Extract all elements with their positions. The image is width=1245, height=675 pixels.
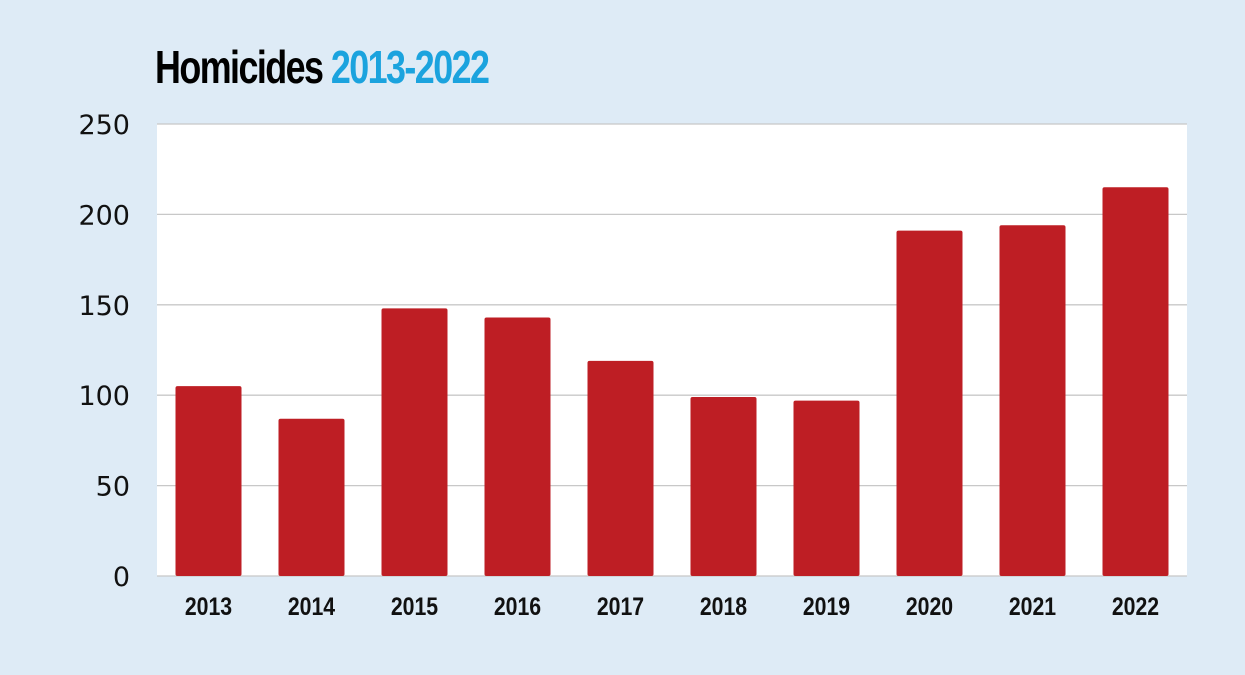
x-tick-label: 2017: [597, 592, 644, 620]
bar-2017: [587, 360, 654, 576]
bar-2013: [175, 386, 242, 576]
chart-title-years: 2013-2022: [330, 41, 490, 93]
bar-2016: [484, 317, 551, 576]
y-tick-label: 250: [78, 110, 130, 141]
x-tick-label: 2014: [288, 592, 335, 620]
x-tick-label: 2016: [494, 592, 541, 620]
y-tick-label: 50: [96, 472, 130, 503]
x-tick-label: 2020: [906, 592, 953, 620]
x-tick-label: 2019: [803, 592, 850, 620]
y-tick-label: 150: [78, 291, 130, 322]
bar-2020: [896, 230, 963, 576]
bar-2015: [381, 308, 448, 576]
y-tick-label: 0: [113, 562, 130, 593]
x-tick-label: 2018: [700, 592, 747, 620]
x-tick-label: 2022: [1112, 592, 1159, 620]
x-tick-label: 2015: [391, 592, 438, 620]
bar-2018: [690, 397, 757, 576]
chart-title: Homicides 2013-2022: [155, 40, 490, 94]
bar-2014: [278, 418, 345, 576]
chart-title-main: Homicides: [155, 41, 324, 93]
x-tick-label: 2021: [1009, 592, 1056, 620]
bar-2022: [1102, 187, 1169, 576]
x-tick-label: 2013: [185, 592, 232, 620]
y-tick-label: 100: [78, 381, 130, 412]
bar-2019: [793, 400, 860, 576]
bar-2021: [999, 225, 1066, 577]
y-tick-label: 200: [78, 200, 130, 231]
